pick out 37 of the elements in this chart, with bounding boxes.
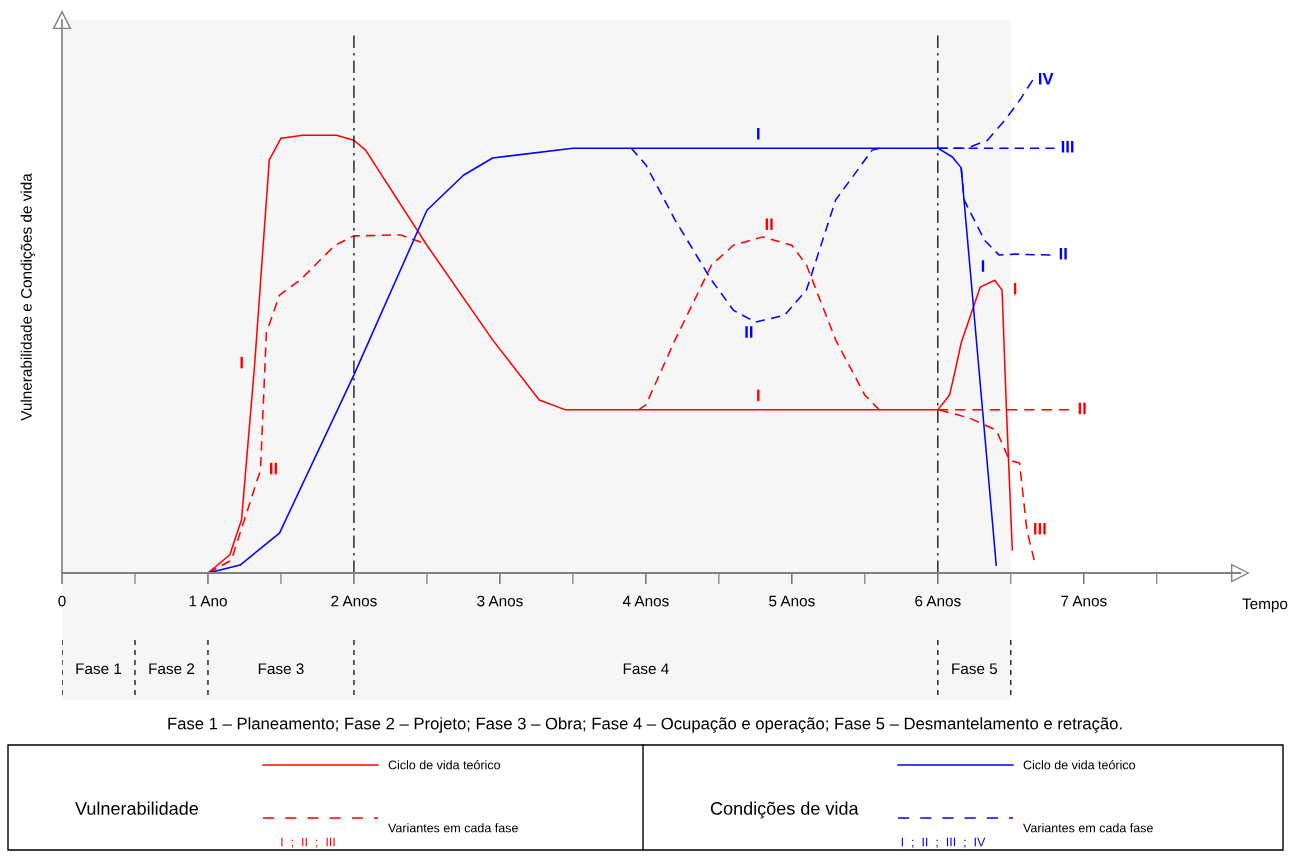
x-tick-label: 2 Anos [331,595,377,607]
text: Variantes em cada fase [1023,823,1153,833]
annotation: III [1034,522,1046,535]
text: I ; II ; III [281,837,335,848]
x-tick-label: 4 Anos [622,595,669,607]
text: Condições de vida [710,801,859,819]
x-tick-label: 6 Anos [915,595,961,607]
text: Vulnerabilidade [75,801,198,815]
text: Fase 1 – Planeamento; Fase 2 – Projeto; Fase 3 – Obra; Fase 4 – Ocupação e operação; Fase 5 – Desmantelamento e retração. [168,717,1122,733]
annotation: II [270,462,278,475]
text: Variantes em cada fase [388,823,518,833]
band-label: Fase 1 [76,663,122,675]
annotation: I [981,260,985,272]
x-axis-title: Tempo [1242,598,1288,613]
annotation: I [757,127,760,140]
text: Ciclo de vida teórico [1023,760,1136,770]
y-axis-title: Vulnerabilidade e Condições de vida [20,173,35,421]
x-tick-label: 1 Ano [189,595,227,607]
text: Ciclo de vida teórico [388,760,501,770]
annotation: II [1059,247,1067,260]
band-label: Fase 5 [952,663,998,675]
annotation: I [240,356,243,369]
text: I ; II ; III ; IV [901,837,986,848]
x-tick-label: 5 Anos [769,595,815,607]
annotation: III [1061,140,1074,153]
band-label: Fase 3 [258,663,304,675]
x-tick-label: 0 [58,595,66,607]
band-label: Fase 2 [149,663,195,675]
annotation: II [1078,402,1086,415]
annotation: I [757,389,760,402]
annotation: IV [1038,72,1054,85]
band-label: Fase 4 [623,663,669,675]
x-tick-label: 3 Anos [477,595,523,607]
annotation: II [745,326,753,338]
annotation: I [1013,282,1017,295]
x-tick-label: 7 Anos [1061,595,1107,607]
annotation: II [765,218,773,230]
